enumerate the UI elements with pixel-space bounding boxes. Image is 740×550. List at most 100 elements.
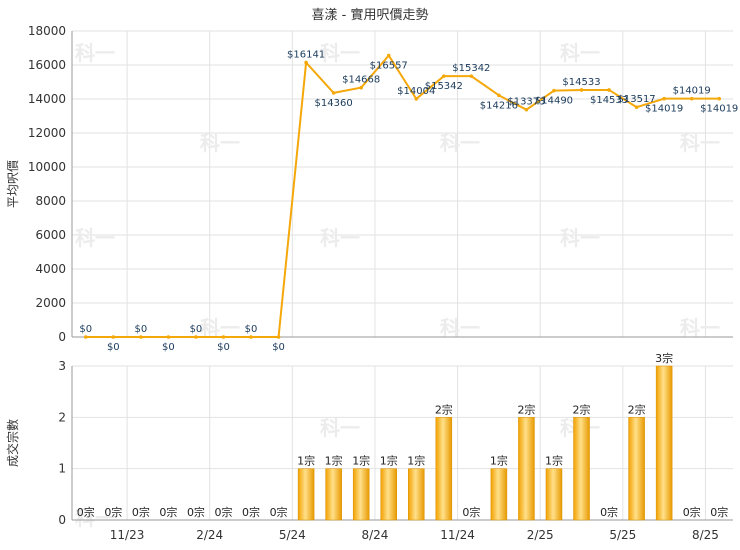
- y-tick-label-bottom: 0: [58, 513, 66, 527]
- line-point: [442, 74, 446, 78]
- bar-label: 0宗: [600, 505, 618, 519]
- x-tick-label: 2/25: [527, 528, 554, 542]
- x-tick-label: 11/24: [440, 528, 475, 542]
- line-point-label: $0: [272, 342, 285, 353]
- bar-label: 2宗: [628, 402, 646, 416]
- line-point: [83, 335, 88, 339]
- x-tick-label: 8/24: [361, 528, 388, 542]
- bar-label: 0宗: [187, 505, 205, 519]
- bar-label: 0宗: [159, 505, 177, 519]
- line-point-label: $14668: [342, 75, 380, 86]
- watermark-text: 科一: [75, 226, 115, 250]
- line-point: [552, 88, 556, 93]
- line-point: [331, 91, 336, 95]
- watermark-text: 科一: [440, 316, 480, 340]
- bar-label: 0宗: [710, 505, 728, 519]
- watermark-text: 科一: [680, 316, 720, 340]
- y-tick-label-top: 18000: [28, 24, 66, 38]
- line-point: [689, 96, 694, 101]
- line-point: [524, 107, 529, 112]
- line-point: [194, 335, 198, 339]
- bar-label: 2宗: [517, 402, 535, 416]
- y-tick-label-top: 0: [58, 330, 66, 344]
- x-tick-label: 8/25: [692, 528, 719, 542]
- bar-label: 3宗: [655, 351, 673, 365]
- line-point-label: $15342: [452, 63, 490, 74]
- line-point-label: $15342: [425, 81, 463, 92]
- bar: [380, 468, 397, 521]
- watermark-text: 科一: [680, 131, 720, 155]
- watermark-text: 科一: [440, 131, 480, 155]
- line-point-label: $14533: [590, 95, 628, 106]
- y-tick-label-top: 6000: [35, 228, 66, 242]
- bar: [573, 417, 590, 521]
- line-point: [221, 335, 226, 339]
- line-point-label: $0: [107, 342, 120, 353]
- line-point-label: $16141: [287, 50, 325, 61]
- bar: [545, 468, 563, 521]
- y-tick-label-bottom: 2: [58, 410, 66, 424]
- x-tick-label: 5/25: [609, 528, 636, 542]
- watermark-layer: 科一科一科一科一科一科一科一科一科一科一科一科一科一科一科一: [75, 41, 720, 530]
- bar-label: 2宗: [573, 402, 591, 416]
- y-tick-label-top: 12000: [28, 126, 66, 140]
- line-point-label: $0: [245, 324, 258, 335]
- bar: [325, 468, 342, 521]
- line-point: [414, 97, 419, 101]
- bar-label: 1宗: [352, 454, 370, 468]
- line-point-label: $14490: [535, 96, 573, 107]
- bar-layer: [297, 365, 673, 521]
- line-point-label: $14216: [480, 100, 518, 111]
- line-point-label: $14019: [645, 104, 683, 115]
- bar-label: 1宗: [490, 454, 508, 468]
- bar-label: 0宗: [77, 505, 95, 519]
- line-point-label: $14019: [673, 86, 711, 97]
- line-point-label: $0: [190, 324, 203, 335]
- line-point: [497, 93, 501, 98]
- bar-label: 0宗: [214, 505, 232, 519]
- line-point: [359, 85, 363, 90]
- y-axis-title-bottom: 成交宗數: [5, 419, 20, 467]
- line-point: [304, 60, 308, 65]
- line-point: [579, 88, 584, 92]
- bar-label: 0宗: [104, 505, 122, 519]
- line-point-label: $0: [217, 342, 230, 353]
- line-point-label: $13517: [618, 94, 656, 105]
- line-point-label: $14360: [315, 98, 353, 109]
- axis-layer: 0 2000 4000 6000 8000 10000 12000 14000 16000 180…: [5, 24, 733, 542]
- y-tick-label-top: 14000: [28, 92, 66, 106]
- line-point: [607, 88, 611, 92]
- bar: [518, 417, 535, 521]
- line-point: [111, 335, 116, 339]
- line-point-label: $0: [162, 342, 175, 353]
- bar: [297, 468, 315, 521]
- bar-label: 2宗: [435, 402, 453, 416]
- y-tick-label-top: 8000: [35, 194, 66, 208]
- line-point: [662, 96, 666, 101]
- bar: [352, 468, 370, 521]
- watermark-text: 科一: [560, 41, 600, 65]
- watermark-text: 科一: [320, 416, 360, 440]
- bar-label: 1宗: [380, 454, 398, 468]
- bar: [435, 417, 453, 521]
- line-point: [469, 74, 474, 78]
- y-tick-label-top: 2000: [35, 296, 66, 310]
- price-line: [85, 53, 720, 338]
- y-tick-label-top: 16000: [28, 58, 66, 72]
- y-tick-label-top: 10000: [28, 160, 66, 174]
- bar: [408, 468, 425, 521]
- line-point: [139, 335, 143, 339]
- bar-label: 0宗: [462, 505, 480, 519]
- line-point: [386, 53, 391, 58]
- bar-label: 0宗: [242, 505, 260, 519]
- x-tick-label: 2/24: [196, 528, 223, 542]
- line-layer: [83, 53, 722, 339]
- grid-layer: [72, 30, 733, 521]
- bar-label: 0宗: [132, 505, 150, 519]
- chart-title: 喜漾 - 實用呎價走勢: [311, 8, 429, 23]
- line-point: [634, 105, 639, 110]
- line-point: [249, 335, 253, 339]
- watermark-text: 科一: [75, 506, 115, 530]
